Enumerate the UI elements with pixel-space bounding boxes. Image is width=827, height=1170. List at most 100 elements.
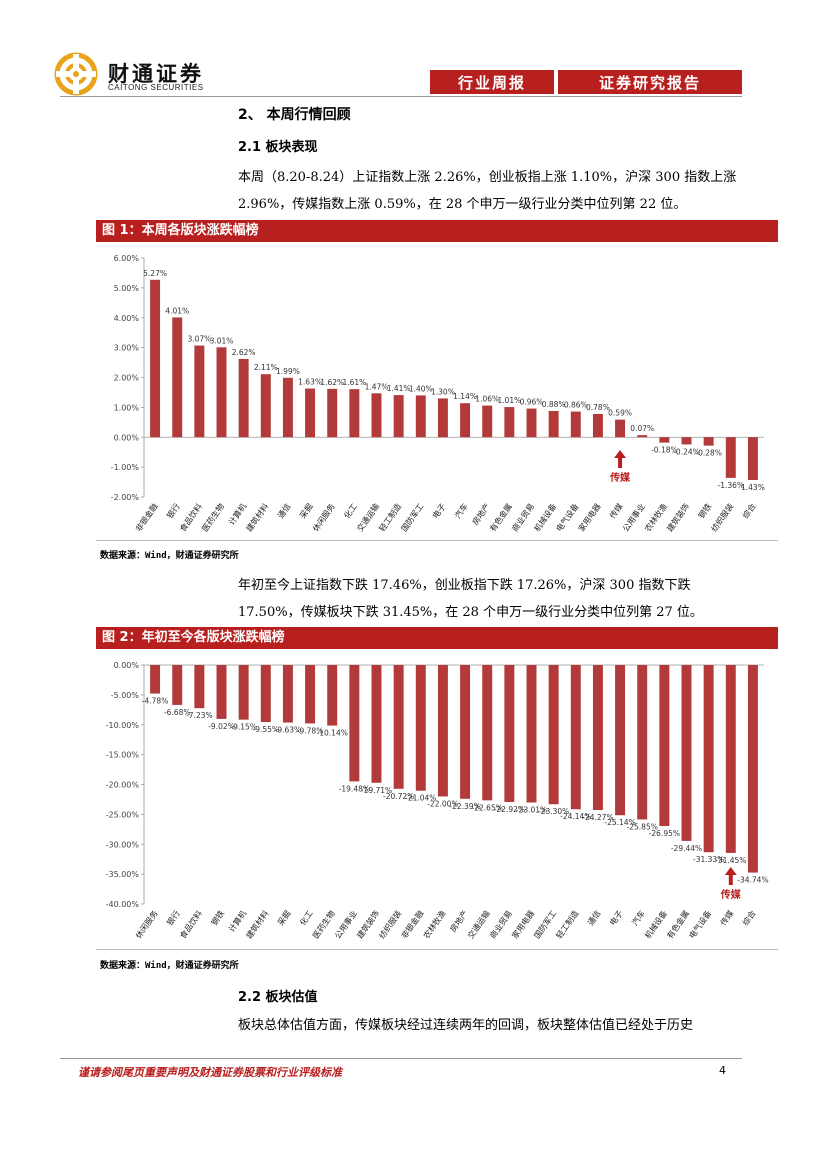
bar bbox=[238, 358, 249, 438]
data-label: 1.62% bbox=[320, 378, 344, 387]
data-label: -24.27% bbox=[582, 813, 613, 822]
x-category-label: 轻工制造 bbox=[554, 908, 581, 940]
bar bbox=[526, 408, 537, 438]
annotation-arrow-shaft bbox=[728, 875, 733, 885]
bar bbox=[460, 403, 471, 438]
annotation-label: 传媒 bbox=[720, 888, 742, 901]
bar bbox=[172, 317, 183, 438]
bar bbox=[282, 377, 293, 438]
bar bbox=[260, 374, 271, 438]
paragraph-weekly-summary: 本周（8.20-8.24）上证指数上涨 2.26%，创业板指上涨 1.10%，沪… bbox=[238, 170, 737, 212]
data-label: 1.61% bbox=[342, 378, 366, 387]
data-label: 1.99% bbox=[276, 367, 300, 376]
x-category-label: 汽车 bbox=[452, 501, 469, 520]
x-category-label: 房地产 bbox=[448, 908, 470, 933]
x-category-label: 农林牧渔 bbox=[421, 908, 448, 940]
data-label: -29.44% bbox=[671, 844, 702, 853]
bar bbox=[437, 398, 448, 438]
x-category-label: 建筑材料 bbox=[244, 908, 271, 940]
data-label: -20.72% bbox=[383, 792, 414, 801]
figure-1-chart: 6.00% 5.00% 4.00% 3.00% 2.00% 1.00% 0.00% -1.00… bbox=[111, 254, 765, 533]
data-label: 1.30% bbox=[431, 387, 455, 396]
paragraph-valuation: 板块总体估值方面，传媒板块经过连续两年的回调，板块整体估值已经处于历史 bbox=[238, 1018, 694, 1033]
data-label: -31.45% bbox=[715, 856, 746, 865]
figure-2-frame: 0.00% -5.00% -10.00% -15.00% -20.00% -25.00% -… bbox=[96, 649, 778, 950]
bar bbox=[592, 413, 603, 438]
data-label: -0.24% bbox=[673, 447, 700, 456]
figure-2-title: 图 2：年初至今各版块涨跌幅榜 bbox=[96, 627, 778, 649]
footer-divider bbox=[60, 1058, 742, 1059]
logo-text-en: CAITONG SECURITIES bbox=[108, 83, 204, 92]
bar bbox=[371, 665, 382, 783]
data-label: -24.14% bbox=[560, 812, 591, 821]
x-category-label: 建筑材料 bbox=[244, 501, 271, 533]
data-label: -19.71% bbox=[361, 786, 392, 795]
bar bbox=[504, 665, 515, 802]
y-tick-label: 6.00% bbox=[114, 254, 140, 263]
bar bbox=[393, 395, 404, 438]
data-label: 1.63% bbox=[298, 378, 322, 387]
bar bbox=[659, 665, 670, 827]
y-tick-label: 5.00% bbox=[114, 284, 140, 293]
annotation-arrow-head bbox=[724, 867, 737, 875]
bar bbox=[615, 665, 626, 816]
data-label: -0.28% bbox=[695, 449, 722, 458]
bar bbox=[305, 388, 316, 438]
data-label: 3.01% bbox=[210, 336, 234, 345]
logo-text-cn: 财通证券 bbox=[108, 62, 204, 86]
bar bbox=[548, 665, 559, 805]
bar bbox=[415, 665, 426, 791]
data-label: 0.59% bbox=[608, 409, 632, 418]
x-category-label: 电子 bbox=[607, 908, 624, 927]
bar bbox=[482, 665, 493, 801]
data-label: -22.65% bbox=[472, 803, 503, 812]
x-category-label: 国防军工 bbox=[399, 501, 426, 533]
bar bbox=[615, 419, 626, 438]
data-label: -0.18% bbox=[651, 446, 678, 455]
data-label: -9.15% bbox=[230, 723, 257, 732]
x-category-label: 家用电器 bbox=[576, 501, 603, 533]
bar bbox=[681, 437, 692, 445]
x-category-label: 银行 bbox=[164, 501, 181, 520]
bar bbox=[592, 665, 603, 811]
y-tick-label: -20.00% bbox=[106, 781, 140, 790]
data-label: -9.55% bbox=[253, 725, 280, 734]
bar bbox=[637, 665, 648, 820]
annotation-arrow-head bbox=[614, 450, 627, 458]
y-tick-label: 0.00% bbox=[114, 433, 140, 442]
y-tick-label: -5.00% bbox=[111, 691, 140, 700]
x-category-label: 传媒 bbox=[718, 908, 735, 927]
data-label: 0.78% bbox=[586, 403, 610, 412]
x-category-label: 汽车 bbox=[629, 908, 646, 927]
data-label: -4.78% bbox=[142, 697, 169, 706]
data-label: -25.14% bbox=[604, 818, 635, 827]
bar bbox=[526, 665, 537, 803]
y-tick-label: 3.00% bbox=[114, 344, 140, 353]
bar bbox=[349, 389, 360, 438]
bar bbox=[703, 665, 714, 853]
data-label: -23.01% bbox=[516, 805, 547, 814]
y-tick-label: -35.00% bbox=[106, 870, 140, 879]
figure-1-title: 图 1：本周各版块涨跌幅榜 bbox=[96, 220, 778, 242]
data-label: 3.07% bbox=[187, 335, 211, 344]
figure-1-source: 数据来源：Wind，财通证券研究所 bbox=[100, 551, 239, 561]
bar bbox=[172, 665, 183, 705]
data-label: 1.41% bbox=[387, 384, 411, 393]
data-label: -31.33% bbox=[693, 855, 724, 864]
data-label: 0.96% bbox=[520, 398, 544, 407]
data-label: -19.48% bbox=[339, 784, 370, 793]
x-category-label: 电气设备 bbox=[687, 908, 714, 940]
bar bbox=[703, 437, 714, 446]
bar bbox=[415, 395, 426, 438]
bar bbox=[150, 279, 161, 438]
header-tag-report: 证券研究报告 bbox=[558, 70, 742, 94]
y-tick-label: -30.00% bbox=[106, 840, 140, 849]
y-tick-label: 2.00% bbox=[114, 374, 140, 383]
x-category-label: 电子 bbox=[430, 501, 447, 520]
data-label: -1.36% bbox=[718, 481, 745, 490]
data-label: 5.27% bbox=[143, 269, 167, 278]
data-label: 4.01% bbox=[165, 306, 189, 315]
bar bbox=[504, 407, 515, 438]
bar bbox=[305, 665, 316, 724]
data-label: -9.78% bbox=[297, 726, 324, 735]
